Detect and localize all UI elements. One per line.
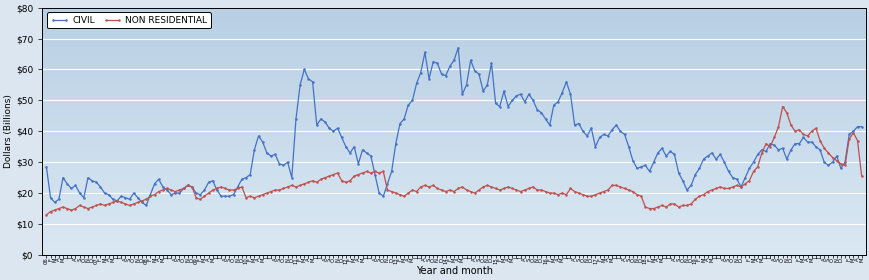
Legend: CIVIL, NON RESIDENTIAL: CIVIL, NON RESIDENTIAL bbox=[47, 12, 210, 28]
CIVIL bbox=[627, 159, 637, 162]
CIVIL bbox=[57, 176, 68, 179]
CIVIL bbox=[187, 185, 197, 189]
NON RESIDENTIAL bbox=[41, 213, 51, 216]
NON RESIDENTIAL bbox=[216, 185, 226, 189]
NON RESIDENTIAL bbox=[855, 174, 866, 178]
NON RESIDENTIAL bbox=[780, 111, 791, 115]
CIVIL bbox=[66, 187, 76, 190]
Y-axis label: Dollars (Billions): Dollars (Billions) bbox=[4, 94, 13, 168]
CIVIL bbox=[453, 46, 463, 50]
CIVIL bbox=[855, 125, 866, 128]
NON RESIDENTIAL bbox=[777, 105, 787, 108]
NON RESIDENTIAL bbox=[619, 187, 629, 190]
CIVIL bbox=[141, 204, 151, 207]
NON RESIDENTIAL bbox=[57, 205, 68, 209]
NON RESIDENTIAL bbox=[182, 184, 193, 187]
CIVIL bbox=[220, 195, 230, 198]
CIVIL bbox=[785, 148, 795, 151]
Line: CIVIL: CIVIL bbox=[45, 46, 862, 207]
Line: NON RESIDENTIAL: NON RESIDENTIAL bbox=[45, 105, 862, 216]
X-axis label: Year and month: Year and month bbox=[415, 266, 492, 276]
CIVIL bbox=[41, 165, 51, 169]
NON RESIDENTIAL bbox=[66, 208, 76, 212]
